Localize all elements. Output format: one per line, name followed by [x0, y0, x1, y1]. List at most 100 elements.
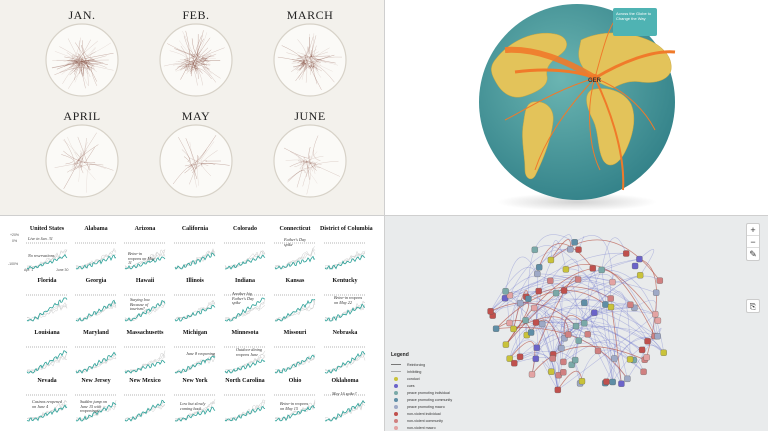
network-node[interactable] — [572, 322, 580, 330]
network-node[interactable] — [571, 239, 578, 246]
flow-line — [82, 40, 95, 60]
network-node[interactable] — [611, 355, 618, 362]
month-label: APRIL — [63, 109, 101, 123]
network-node[interactable] — [589, 265, 596, 272]
network-node[interactable] — [516, 353, 524, 360]
network-node[interactable] — [558, 345, 565, 352]
network-node[interactable] — [535, 287, 542, 295]
network-node[interactable] — [552, 289, 560, 297]
network-node[interactable] — [547, 256, 555, 264]
network-node[interactable] — [581, 299, 588, 307]
network-node[interactable] — [502, 341, 510, 348]
network-node[interactable] — [568, 361, 575, 368]
network-node[interactable] — [532, 355, 539, 362]
network-node[interactable] — [531, 304, 538, 312]
network-node[interactable] — [598, 266, 605, 274]
export-button[interactable]: ⎘ — [746, 299, 760, 313]
network-node[interactable] — [636, 255, 643, 263]
network-node[interactable] — [560, 369, 567, 376]
network-node[interactable] — [602, 301, 609, 308]
network-node[interactable] — [626, 356, 634, 363]
network-node[interactable] — [531, 246, 538, 253]
zoom-out-button[interactable]: − — [747, 236, 759, 248]
network-node[interactable] — [536, 264, 543, 271]
network-node[interactable] — [554, 386, 561, 394]
network-node[interactable] — [522, 317, 529, 324]
network-node[interactable] — [539, 320, 546, 328]
network-node[interactable] — [591, 309, 598, 316]
network-node[interactable] — [624, 375, 631, 382]
network-node[interactable] — [560, 358, 567, 366]
flow-line — [314, 57, 336, 64]
circle-outline — [45, 124, 119, 198]
network-node[interactable] — [594, 347, 602, 355]
network-graph[interactable] — [385, 216, 768, 431]
network-node[interactable] — [609, 378, 616, 386]
network-node[interactable] — [643, 354, 650, 361]
network-node[interactable] — [547, 277, 554, 284]
state-name: Missouri — [283, 330, 307, 336]
network-node[interactable] — [609, 278, 616, 286]
network-node[interactable] — [534, 270, 541, 278]
network-node[interactable] — [631, 262, 639, 270]
network-node[interactable] — [502, 288, 509, 295]
edit-button[interactable]: ✎ — [749, 249, 757, 259]
note-michigan: June 8 reopening — [186, 351, 215, 356]
network-node[interactable] — [584, 331, 591, 338]
flow-line — [70, 60, 77, 63]
network-node[interactable] — [487, 308, 494, 315]
state-small-multiples: United States Alabama Arizona California Col… — [0, 216, 384, 431]
network-node[interactable] — [562, 266, 570, 273]
network-node[interactable] — [510, 325, 517, 333]
network-node[interactable] — [572, 356, 579, 364]
note-nevada: Casinos reopened on June 4 — [32, 399, 62, 409]
network-node[interactable] — [654, 333, 661, 340]
network-node[interactable] — [506, 319, 513, 327]
network-node[interactable] — [644, 338, 651, 345]
network-node[interactable] — [565, 331, 572, 338]
circle-outline — [159, 124, 233, 198]
network-node[interactable] — [560, 287, 568, 294]
network-node[interactable] — [574, 276, 582, 283]
network-node[interactable] — [623, 250, 630, 257]
network-node[interactable] — [525, 295, 532, 302]
state-sparkline — [75, 394, 117, 422]
network-node[interactable] — [527, 329, 535, 336]
network-node[interactable] — [578, 378, 586, 385]
flow-line — [305, 159, 310, 180]
network-node[interactable] — [533, 344, 540, 351]
network-node[interactable] — [517, 299, 524, 307]
network-node[interactable] — [640, 368, 647, 375]
state-sparkline — [324, 346, 366, 374]
flow-line — [298, 54, 313, 71]
network-node[interactable] — [637, 272, 644, 279]
network-node[interactable] — [492, 325, 500, 332]
state-sparkline — [174, 294, 216, 322]
network-node[interactable] — [653, 289, 660, 296]
zoom-in-button[interactable]: + — [747, 224, 759, 236]
network-node[interactable] — [638, 346, 646, 354]
network-node[interactable] — [567, 246, 574, 253]
network-node[interactable] — [607, 303, 615, 311]
network-node[interactable] — [581, 320, 588, 327]
land-south-america — [522, 101, 554, 180]
network-node[interactable] — [656, 277, 663, 284]
network-edge — [537, 273, 664, 353]
network-node[interactable] — [603, 378, 610, 385]
network-node[interactable] — [627, 301, 634, 308]
network-node[interactable] — [548, 368, 555, 375]
network-node[interactable] — [652, 311, 659, 318]
network-node[interactable] — [506, 355, 513, 362]
network-node[interactable] — [575, 337, 582, 344]
network-node[interactable] — [528, 371, 536, 378]
month-label: MAY — [181, 109, 211, 123]
flow-line — [183, 156, 198, 180]
network-node[interactable] — [511, 360, 518, 367]
network-node[interactable] — [532, 319, 540, 326]
network-node[interactable] — [607, 295, 614, 302]
network-node[interactable] — [575, 246, 582, 253]
network-node[interactable] — [549, 355, 556, 362]
network-node[interactable] — [618, 380, 625, 387]
network-node[interactable] — [660, 349, 667, 356]
network-node[interactable] — [654, 317, 662, 324]
